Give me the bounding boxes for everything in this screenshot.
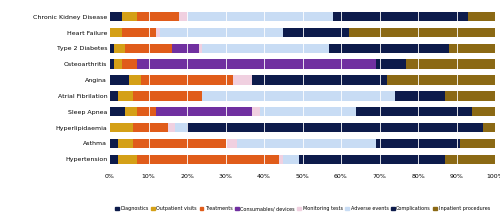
Bar: [348, 28, 495, 37]
Bar: [133, 123, 168, 132]
Bar: [118, 139, 133, 148]
Bar: [406, 59, 495, 69]
Bar: [114, 59, 122, 69]
Bar: [110, 139, 118, 148]
Bar: [110, 28, 122, 37]
Bar: [156, 107, 252, 117]
Bar: [376, 59, 406, 69]
Bar: [110, 44, 114, 53]
Bar: [122, 12, 137, 22]
Bar: [172, 44, 198, 53]
Bar: [484, 123, 495, 132]
Bar: [233, 75, 252, 85]
Bar: [395, 91, 445, 101]
Bar: [356, 107, 472, 117]
Bar: [180, 12, 187, 22]
Bar: [252, 75, 387, 85]
Bar: [330, 44, 449, 53]
Bar: [110, 154, 118, 164]
Bar: [237, 139, 376, 148]
Bar: [118, 91, 133, 101]
Bar: [283, 154, 298, 164]
Bar: [387, 75, 495, 85]
Bar: [176, 123, 187, 132]
Bar: [141, 75, 233, 85]
Bar: [126, 107, 137, 117]
Bar: [160, 28, 283, 37]
Bar: [137, 154, 280, 164]
Bar: [110, 123, 133, 132]
Bar: [468, 12, 495, 22]
Bar: [133, 139, 226, 148]
Bar: [137, 12, 180, 22]
Bar: [376, 139, 460, 148]
Bar: [298, 154, 445, 164]
Bar: [168, 123, 175, 132]
Bar: [118, 154, 137, 164]
Bar: [137, 59, 376, 69]
Bar: [198, 44, 202, 53]
Bar: [460, 139, 495, 148]
Bar: [122, 59, 137, 69]
Bar: [445, 91, 495, 101]
Bar: [187, 123, 484, 132]
Bar: [252, 107, 260, 117]
Bar: [334, 12, 468, 22]
Bar: [137, 107, 156, 117]
Bar: [110, 75, 129, 85]
Bar: [187, 12, 334, 22]
Bar: [283, 28, 348, 37]
Bar: [126, 44, 172, 53]
Bar: [110, 12, 122, 22]
Bar: [260, 107, 356, 117]
Bar: [202, 44, 330, 53]
Bar: [129, 75, 141, 85]
Bar: [280, 154, 283, 164]
Bar: [110, 107, 126, 117]
Bar: [122, 28, 156, 37]
Bar: [472, 107, 495, 117]
Bar: [449, 44, 495, 53]
Bar: [110, 59, 114, 69]
Bar: [133, 91, 202, 101]
Bar: [110, 91, 118, 101]
Bar: [445, 154, 495, 164]
Bar: [226, 139, 237, 148]
Bar: [114, 44, 126, 53]
Legend: Diagnostics, Outpatient visits, Treatments, Consumables/ devices, Monitoring tes: Diagnostics, Outpatient visits, Treatmen…: [113, 204, 492, 213]
Bar: [156, 28, 160, 37]
Bar: [202, 91, 395, 101]
